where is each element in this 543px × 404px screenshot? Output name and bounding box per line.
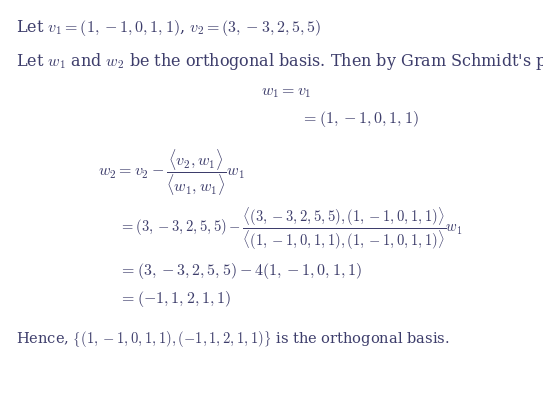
Text: $w_1 = v_1$: $w_1 = v_1$ [261, 83, 311, 100]
Text: Let $w_1$ and $w_2$ be the orthogonal basis. Then by Gram Schmidt's process,: Let $w_1$ and $w_2$ be the orthogonal ba… [16, 50, 543, 72]
Text: $=(-1,1,2,1,1)$: $=(-1,1,2,1,1)$ [119, 289, 231, 309]
Text: $w_2 = v_2 - \dfrac{\langle v_2, w_1\rangle}{\langle w_1, w_1\rangle}w_1$: $w_2 = v_2 - \dfrac{\langle v_2, w_1\ran… [98, 147, 244, 198]
Text: $=(1,-1,0,1,1)$: $=(1,-1,0,1,1)$ [301, 109, 419, 129]
Text: $=(3,-3,2,5,5)-\dfrac{\langle(3,-3,2,5,5),(1,-1,0,1,1)\rangle}{\langle(1,-1,0,1,: $=(3,-3,2,5,5)-\dfrac{\langle(3,-3,2,5,5… [119, 206, 463, 252]
Text: Hence, $\left\{(1,-1,0,1,1),(-1,1,2,1,1)\right\}$ is the orthogonal basis.: Hence, $\left\{(1,-1,0,1,1),(-1,1,2,1,1)… [16, 329, 450, 349]
Text: Let $v_1 =(1,-1,0,1,1)$, $v_2 =(3,-3,2,5,5)$: Let $v_1 =(1,-1,0,1,1)$, $v_2 =(3,-3,2,5… [16, 18, 321, 38]
Text: $=(3,-3,2,5,5)-4(1,-1,0,1,1)$: $=(3,-3,2,5,5)-4(1,-1,0,1,1)$ [119, 261, 362, 281]
